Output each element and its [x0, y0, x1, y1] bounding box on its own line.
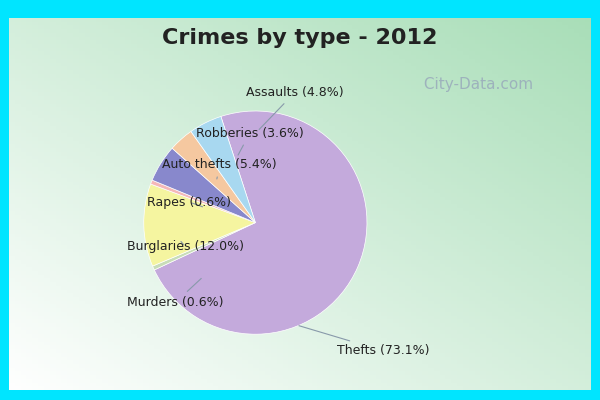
- Text: Thefts (73.1%): Thefts (73.1%): [299, 326, 430, 358]
- Wedge shape: [152, 148, 256, 222]
- Wedge shape: [172, 132, 256, 222]
- Wedge shape: [151, 180, 256, 222]
- Wedge shape: [154, 111, 367, 334]
- Text: Rapes (0.6%): Rapes (0.6%): [148, 196, 232, 209]
- Text: Crimes by type - 2012: Crimes by type - 2012: [163, 28, 437, 48]
- Wedge shape: [152, 222, 256, 270]
- Wedge shape: [144, 184, 256, 266]
- Wedge shape: [191, 116, 256, 222]
- Text: Auto thefts (5.4%): Auto thefts (5.4%): [163, 158, 277, 179]
- Text: Robberies (3.6%): Robberies (3.6%): [196, 127, 304, 155]
- Text: Assaults (4.8%): Assaults (4.8%): [246, 86, 344, 130]
- Text: City-Data.com: City-Data.com: [419, 78, 533, 92]
- Text: Burglaries (12.0%): Burglaries (12.0%): [127, 240, 244, 253]
- Text: Murders (0.6%): Murders (0.6%): [127, 278, 224, 309]
